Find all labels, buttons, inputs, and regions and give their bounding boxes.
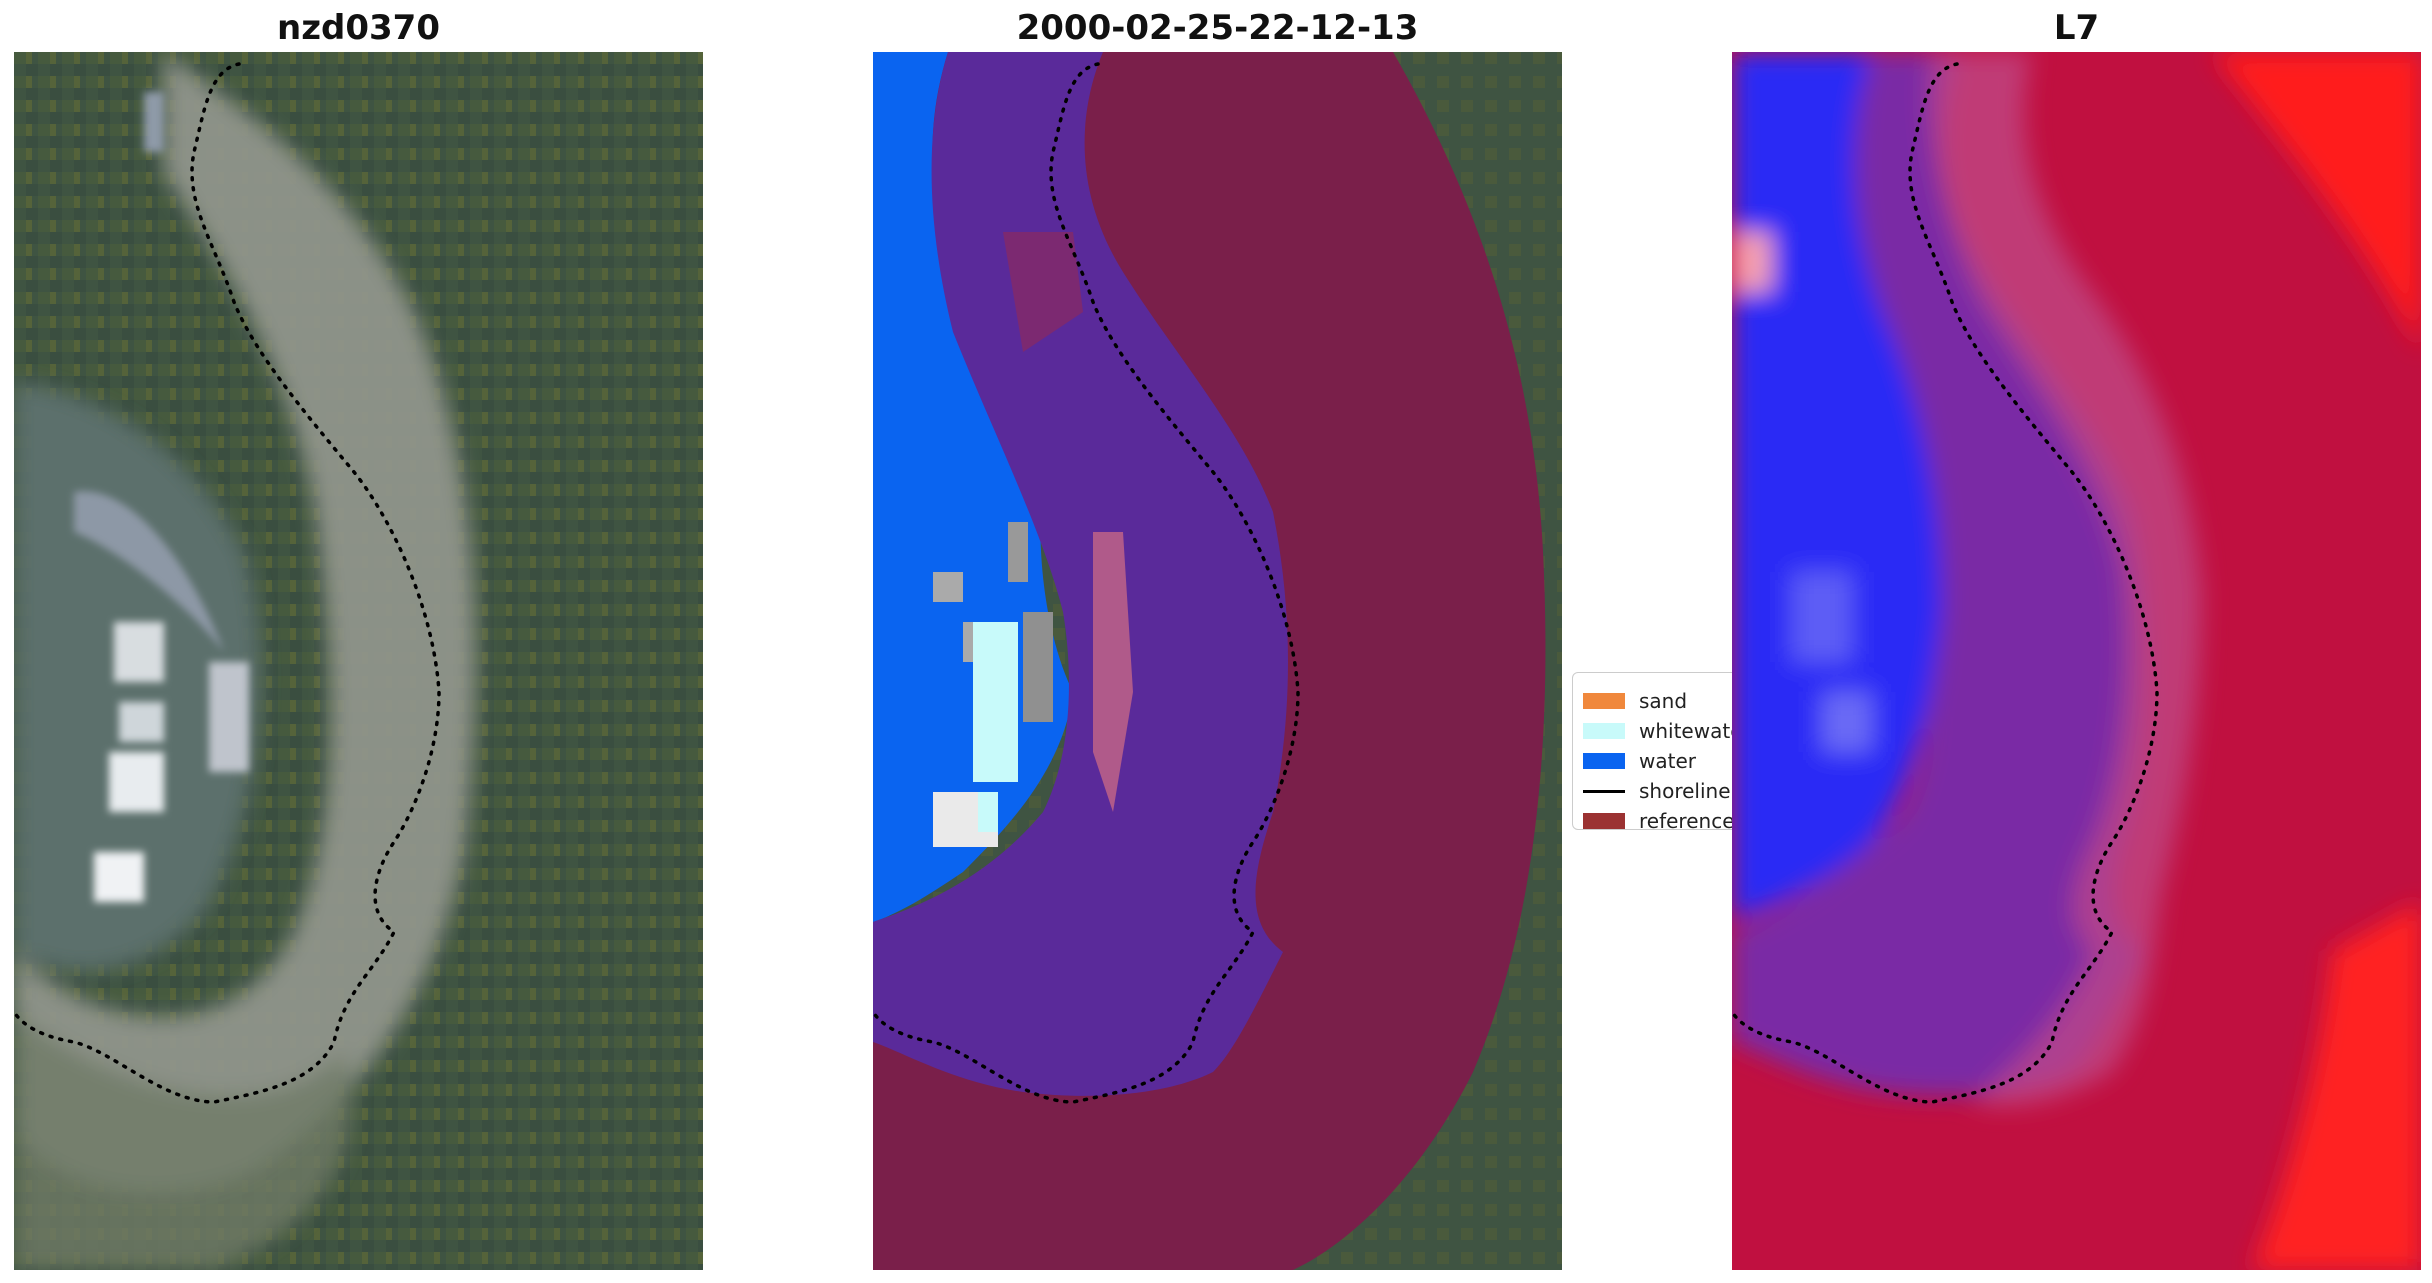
rgb-satellite-image [14,52,703,1270]
legend-swatch-sand [1583,693,1625,709]
panel-title-2: 2000-02-25-22-12-13 [1016,8,1419,48]
legend-item-water: water [1573,747,1771,775]
shoreline-trace [873,62,1300,1104]
legend-swatch-water [1583,753,1625,769]
legend-item-sand: sand [1573,687,1771,715]
panel-title-3: L7 [2053,8,2100,48]
classification-map [873,52,1562,1270]
purple-overlay-zone [873,52,1288,1096]
panel-title-1: nzd0370 [277,8,440,48]
legend-item-shoreline: shoreline [1573,777,1771,805]
legend-line-shoreline [1583,790,1625,793]
legend-label-water: water [1639,749,1696,773]
rgb-image-panel [14,52,703,1270]
shoreline-trace [1732,62,2159,1104]
legend-swatch-reference [1583,813,1625,829]
legend-label-sand: sand [1639,689,1688,713]
shoreline-trace [14,62,441,1104]
legend-label-shoreline: shoreline [1639,779,1731,803]
index-panel [1732,52,2421,1270]
classified-panel [873,52,1562,1270]
index-colormap-image [1732,52,2421,1270]
legend-label-reference: reference [1639,809,1735,830]
legend-item-reference: reference [1573,807,1771,830]
legend-swatch-whitewater [1583,723,1625,739]
